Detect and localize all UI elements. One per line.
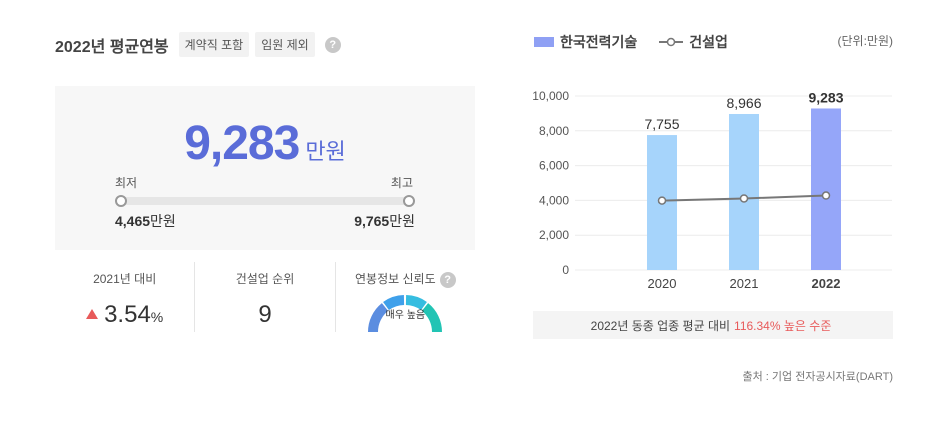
average-number: 9,283 xyxy=(184,117,300,170)
rank-value: 9 xyxy=(258,301,272,328)
bar-value-label: 7,755 xyxy=(644,116,679,132)
chart-legend: 한국전력기술 건설업 xyxy=(534,32,728,52)
stat-trust: 연봉정보 신뢰도? 매우 높음 xyxy=(334,262,475,332)
max-knob xyxy=(403,195,415,207)
min-label: 최저 xyxy=(115,176,138,190)
source-label: 출처 : 기업 전자공시자료(DART) xyxy=(742,371,894,383)
legend-industry: 건설업 xyxy=(689,34,728,50)
y-tick-label: 6,000 xyxy=(539,159,569,173)
y-tick-label: 4,000 xyxy=(539,193,569,207)
min-knob xyxy=(115,195,127,207)
trust-label: 연봉정보 신뢰도? xyxy=(336,270,475,288)
industry-point xyxy=(657,196,667,205)
max-number: 9,765 xyxy=(354,213,390,229)
comparison-bar: 2022년 동종 업종 평균 대비 116.34% 높은 수준 xyxy=(533,311,893,339)
stat-rank: 건설업 순위 9 xyxy=(194,262,334,332)
help-icon[interactable]: ? xyxy=(324,36,341,53)
comparison-prefix: 2022년 동종 업종 평균 대비 xyxy=(590,318,731,333)
bar-value-label: 9,283 xyxy=(808,89,843,105)
page-title: 2022년 평균연봉 xyxy=(55,38,169,56)
y-tick-label: 10,000 xyxy=(532,89,569,103)
tag-exec: 임원 제외 xyxy=(255,32,315,57)
max-unit: 만원 xyxy=(389,213,415,229)
gauge-svg xyxy=(368,295,443,332)
trust-value: 매우 높음 xyxy=(385,310,426,321)
salary-box: 9,283 만원 최저 최고 4,465만원 9,765만원 xyxy=(55,86,475,250)
unit-label: (단위:만원) xyxy=(837,34,894,48)
y-tick-label: 2,000 xyxy=(539,228,569,242)
industry-point xyxy=(739,194,749,203)
bar xyxy=(729,113,759,270)
min-value: 4,465만원 xyxy=(115,211,176,231)
industry-point xyxy=(821,191,831,200)
y-tick-label: 8,000 xyxy=(539,124,569,138)
legend-company: 한국전력기술 xyxy=(560,34,638,50)
stats-row: 2021년 대비 3.54% 건설업 순위 9 연봉정보 신뢰도? 매우 높음 xyxy=(55,262,475,332)
x-tick-label: 2022 xyxy=(812,276,841,291)
bar xyxy=(811,108,841,270)
max-label: 최고 xyxy=(390,176,413,190)
average-unit: 만원 xyxy=(305,139,346,164)
min-unit: 만원 xyxy=(150,213,176,229)
yoy-number: 3.54 xyxy=(104,301,151,328)
y-tick-label: 0 xyxy=(562,263,569,277)
tag-contract: 계약직 포함 xyxy=(178,32,250,57)
yoy-value: 3.54% xyxy=(55,301,194,329)
rank-label: 건설업 순위 xyxy=(235,272,295,286)
title-row: 2022년 평균연봉 계약직 포함 임원 제외 ? xyxy=(55,32,341,57)
x-tick-label: 2020 xyxy=(648,276,677,291)
stat-yoy: 2021년 대비 3.54% xyxy=(55,262,194,332)
legend-line-icon xyxy=(659,37,684,47)
x-tick-label: 2021 xyxy=(730,276,759,291)
legend-bar-swatch xyxy=(534,37,554,47)
min-number: 4,465 xyxy=(115,213,151,229)
max-value: 9,765만원 xyxy=(354,211,415,231)
average-salary: 9,283 만원 xyxy=(55,116,475,171)
trust-gauge xyxy=(365,292,445,332)
salary-chart: 0 2,000 4,000 6,000 8,000 10,000 7,755 2020 8,96… xyxy=(532,89,892,291)
trust-label-text: 연봉정보 신뢰도 xyxy=(355,272,436,286)
yoy-unit: % xyxy=(150,309,164,325)
up-arrow-icon xyxy=(86,309,99,319)
range-track xyxy=(121,197,409,205)
comparison-highlight: 116.34% 높은 수준 xyxy=(734,318,832,333)
trust-help-icon[interactable]: ? xyxy=(439,272,456,288)
bar-value-label: 8,966 xyxy=(726,95,761,111)
yoy-label: 2021년 대비 xyxy=(93,272,157,286)
